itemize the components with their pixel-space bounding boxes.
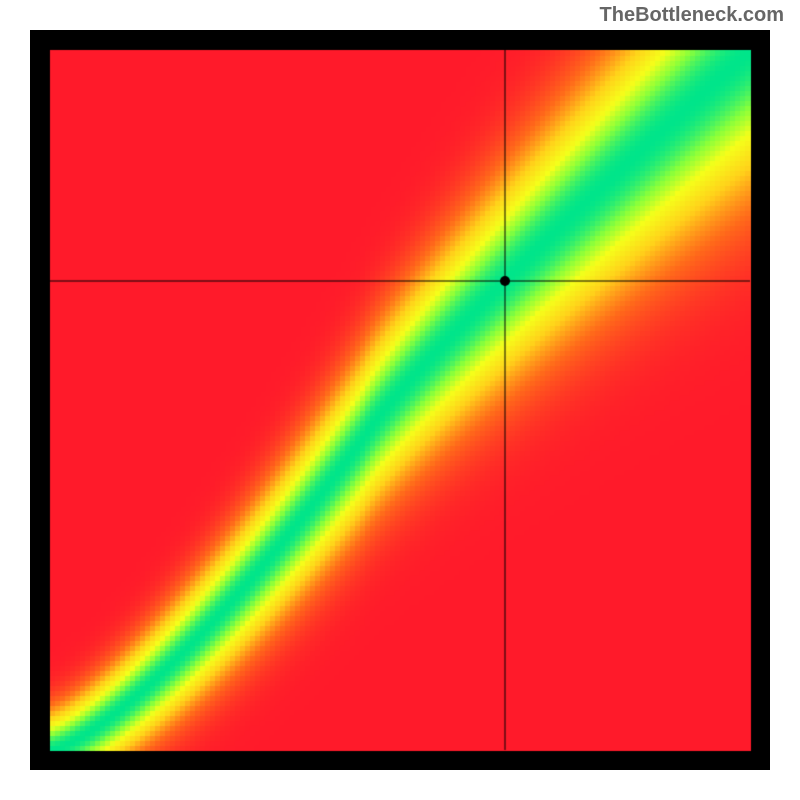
attribution-label: TheBottleneck.com <box>600 4 784 27</box>
plot-frame <box>30 30 770 770</box>
heatmap-canvas <box>30 30 770 770</box>
chart-container: TheBottleneck.com <box>0 0 800 800</box>
